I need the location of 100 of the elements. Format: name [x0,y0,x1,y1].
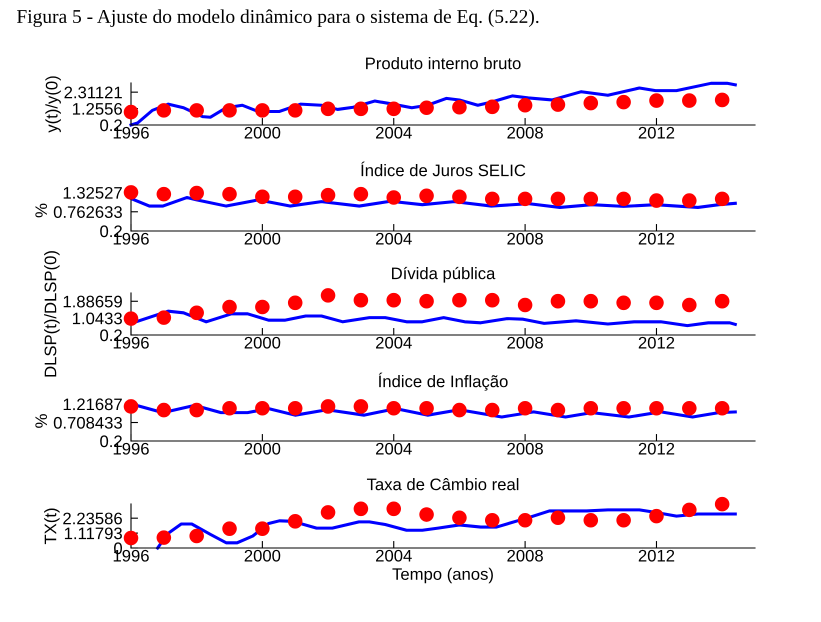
point [452,510,467,526]
point [354,502,368,516]
point [484,100,500,114]
chart-title: Índice de Juros SELIC [361,162,526,176]
x-axis-title: Tempo (anos) [392,568,493,584]
point [518,192,532,206]
y-tick-label: 1.2556 [72,102,122,115]
point [649,296,664,310]
x-tick-label: 2012 [638,442,674,455]
x-tick-label: 2000 [244,232,280,245]
point [354,186,368,202]
y-axis-title: y(t)/y(0) [45,76,61,133]
point [320,505,336,520]
point [189,103,204,118]
point [484,512,500,528]
point [550,294,566,308]
point [386,502,402,516]
x-tick-label: 2008 [507,550,543,562]
y-tick-label: 0.708433 [54,416,122,429]
x-tick-label: 2000 [244,126,280,139]
y-tick-label: 2.23586 [63,512,122,524]
point [156,310,172,325]
point [288,103,302,118]
point [222,300,237,314]
point [484,292,500,308]
point [419,100,434,116]
y-tick-label: 1.11793 [64,527,122,540]
x-tick-label: 2008 [507,232,543,245]
point [682,93,697,108]
point [156,103,172,118]
point [649,93,664,108]
point [419,294,434,308]
point [452,100,467,115]
point [616,94,631,110]
x-tick-label: 2000 [244,442,280,455]
point [452,190,467,204]
point [189,186,204,200]
y-tick-label: 2.31121 [64,86,122,98]
point [288,514,302,529]
point [584,96,598,110]
point [484,192,500,206]
chart-title: Dívida pública [392,266,496,283]
x-tick-label: 2012 [638,232,674,245]
x-tick-label: 2008 [507,442,543,455]
point [714,496,730,512]
y-axis-title: % [35,204,48,218]
point [255,190,270,204]
x-tick-label: 2004 [376,550,412,562]
x-tick-label: 2012 [638,126,674,139]
point [714,92,730,108]
point [584,192,598,206]
point [550,97,566,112]
point [584,512,598,528]
point [616,296,631,310]
point [616,192,631,206]
point [550,192,566,206]
point [288,190,302,204]
x-tick-label: 2000 [244,336,280,349]
x-tick-label: 2000 [244,550,280,562]
y-axis-title: TX(t) [44,508,60,544]
point [386,190,402,205]
x-tick-label: 2004 [376,232,412,245]
point [714,294,730,308]
point [124,104,138,120]
point [124,530,138,546]
point [124,311,138,326]
point [124,185,138,200]
point [255,103,270,118]
point [222,103,237,118]
point [518,98,532,113]
point [320,102,336,116]
y-axis-title: DLSP(t)/DLSP(0) [44,251,60,377]
x-tick-label: 2008 [507,336,543,349]
chart-title: Índice de Inflação [378,372,508,391]
point [518,512,532,528]
y-tick-label: 1.88659 [64,296,122,308]
point [288,296,302,310]
point [354,292,368,308]
point [682,193,697,208]
point [255,300,270,314]
y-tick-label: 1.21687 [64,398,122,410]
point [419,507,434,522]
point [682,502,697,518]
x-tick-label: 2004 [376,336,412,349]
y-axis-title: % [35,414,48,428]
x-tick-label: 2012 [638,550,674,562]
point [452,292,467,308]
point [616,512,631,528]
y-tick-label: 0.762633 [54,206,122,218]
point [550,510,566,526]
y-tick-label: 1.32527 [64,186,122,199]
point [320,188,336,202]
point [518,298,532,312]
text: Figura 5 - Ajuste do modelo dinâmico para o sistema de Eq. (5.22). [16,9,538,28]
chart-title: Produto interno bruto [366,57,521,70]
point [222,521,237,536]
point [419,188,434,204]
point [649,508,664,524]
point [189,528,204,544]
point [682,298,697,312]
